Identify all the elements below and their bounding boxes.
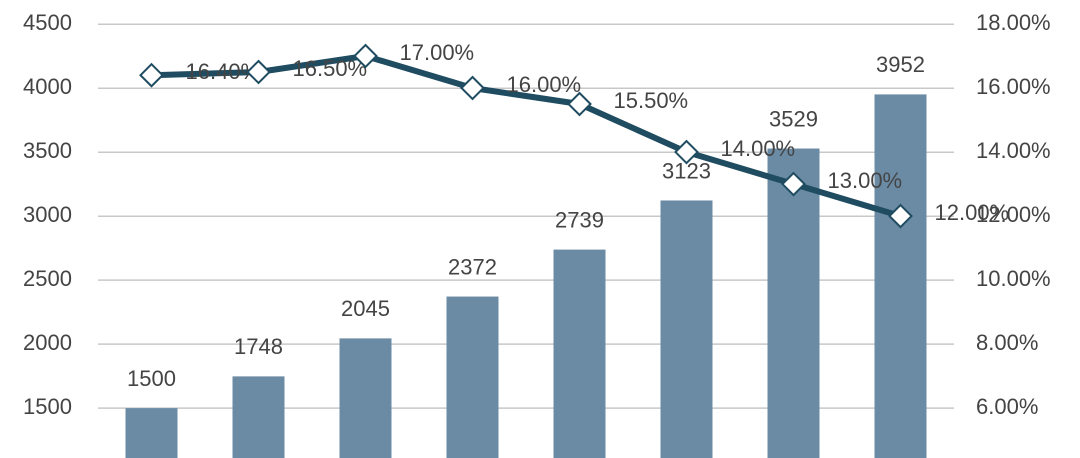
line-value-label: 16.00%	[507, 72, 582, 97]
bar	[339, 338, 392, 458]
bar-value-label: 3529	[769, 106, 818, 131]
bar-value-label: 2739	[555, 207, 604, 232]
bar	[553, 249, 606, 458]
line-marker	[888, 203, 913, 229]
y2-tick-label: 12.00%	[976, 202, 1051, 227]
line-value-label: 12.00%	[935, 200, 1010, 225]
bar	[767, 148, 820, 458]
line-marker	[674, 139, 699, 165]
y-tick-label: 2000	[23, 330, 72, 355]
line-marker	[781, 171, 806, 197]
bar-value-label: 3952	[876, 52, 925, 77]
line-marker	[460, 75, 485, 101]
line	[151, 53, 902, 219]
line-value-label: 13.00%	[828, 168, 903, 193]
line-marker	[567, 91, 592, 117]
line-value-label: 17.00%	[400, 40, 475, 65]
bar	[125, 408, 178, 458]
bar-value-label: 1500	[127, 366, 176, 391]
bar-value-label: 1748	[234, 334, 283, 359]
y2-tick-label: 8.00%	[976, 330, 1038, 355]
y2-tick-label: 6.00%	[976, 394, 1038, 419]
y2-tick-label: 10.00%	[976, 266, 1051, 291]
y2-tick-label: 16.00%	[976, 74, 1051, 99]
bar	[874, 94, 927, 458]
line-value-label: 14.00%	[721, 136, 796, 161]
line-marker	[246, 59, 271, 85]
y2-tick-label: 14.00%	[976, 138, 1051, 163]
bar	[446, 296, 499, 458]
line-marker	[139, 62, 164, 88]
bar-value-label: 2045	[341, 296, 390, 321]
line-value-label: 16.50%	[293, 56, 368, 81]
line-value-label: 15.50%	[614, 88, 689, 113]
bar-value-label: 2372	[448, 254, 497, 279]
y2-tick-label: 18.00%	[976, 10, 1051, 35]
line-marker	[353, 43, 378, 69]
y-tick-label: 1500	[23, 394, 72, 419]
y-tick-label: 4000	[23, 74, 72, 99]
y-tick-label: 3500	[23, 138, 72, 163]
y-tick-label: 2500	[23, 266, 72, 291]
y-tick-label: 4500	[23, 10, 72, 35]
bar	[660, 200, 713, 458]
bar	[232, 376, 285, 458]
y-tick-label: 3000	[23, 202, 72, 227]
